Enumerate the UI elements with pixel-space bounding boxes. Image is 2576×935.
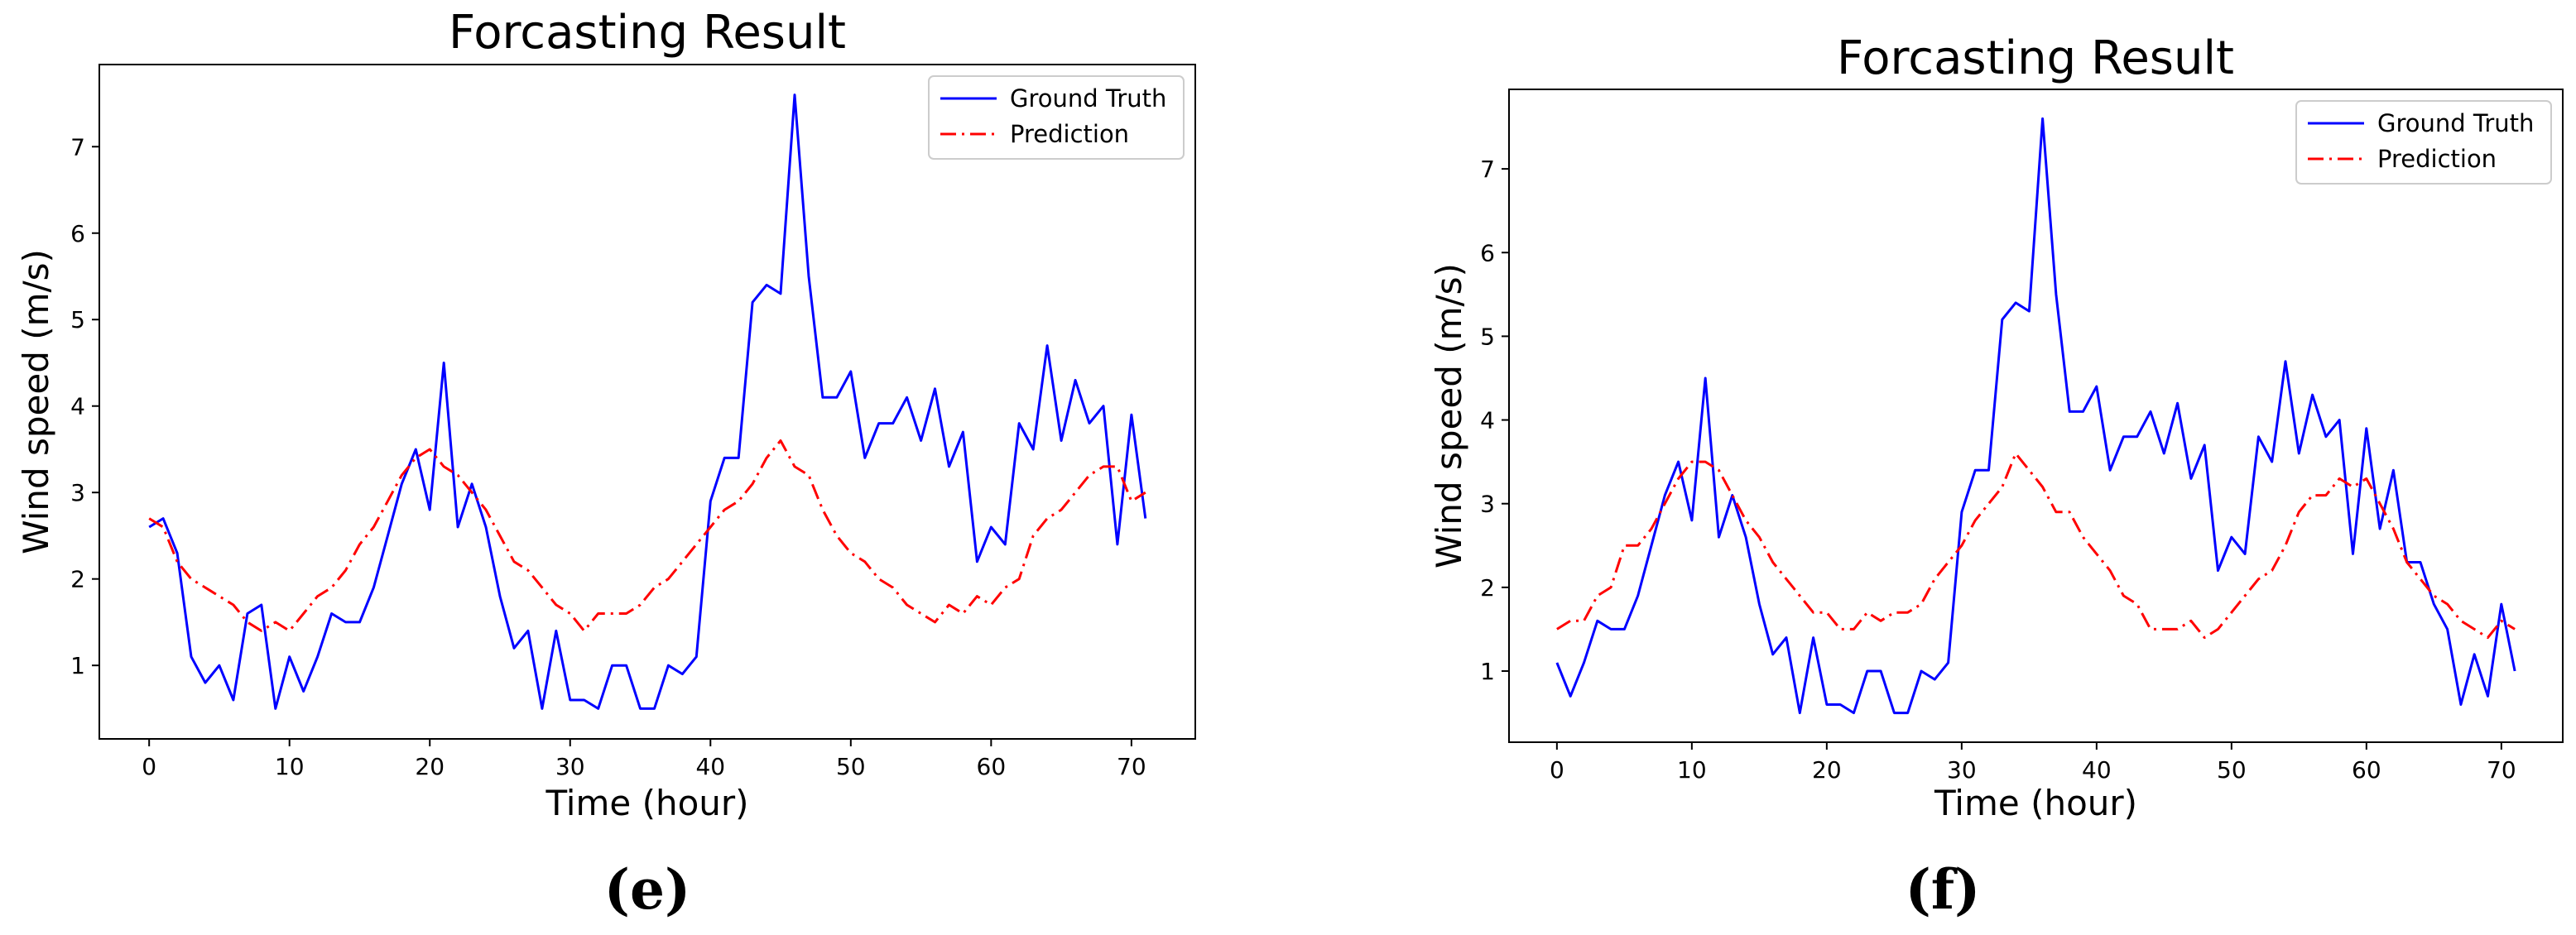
y-tick-label: 6 xyxy=(1480,239,1495,266)
x-tick-label: 0 xyxy=(1550,756,1564,784)
x-tick-label: 70 xyxy=(2487,756,2516,784)
y-tick-label: 4 xyxy=(1480,407,1495,434)
plot-area xyxy=(99,65,1195,739)
x-tick-label: 40 xyxy=(695,753,725,780)
prediction-line xyxy=(148,439,1146,632)
legend-label: Ground Truth xyxy=(1010,84,1166,113)
x-tick-label: 10 xyxy=(275,753,305,780)
x-tick-label: 40 xyxy=(2082,756,2112,784)
axes-frame xyxy=(1508,89,2564,743)
y-axis-label: Wind speed (m/s) xyxy=(1429,263,1469,568)
x-tick-label: 30 xyxy=(1947,756,1977,784)
chart-panel-0: Forcasting Result 0 10 20 30 40 50 60 70 1 2 3 4 5 6 7 T… xyxy=(16,6,1196,922)
y-tick-label: 3 xyxy=(70,479,85,506)
y-tick-label: 2 xyxy=(1480,574,1495,602)
chart-title: Forcasting Result xyxy=(1837,31,2234,85)
x-tick-label: 10 xyxy=(1677,756,1707,784)
legend-label: Ground Truth xyxy=(2377,109,2534,137)
legend-label: Prediction xyxy=(1010,120,1129,148)
y-axis-label: Wind speed (m/s) xyxy=(16,249,56,554)
x-tick-label: 60 xyxy=(2352,756,2381,784)
legend-box xyxy=(2295,100,2552,185)
plot-area xyxy=(1509,89,2563,742)
x-tick-label: 50 xyxy=(836,753,866,780)
chart-panel-1: Forcasting Result 0 10 20 30 40 50 60 70 1 2 3 4 5 6 7 T… xyxy=(1429,31,2564,922)
legend: Ground Truth Prediction xyxy=(928,75,1185,160)
ground-truth-line xyxy=(1555,117,2516,715)
x-tick-label: 50 xyxy=(2217,756,2247,784)
y-tick-label: 1 xyxy=(70,652,85,679)
y-tick-label: 2 xyxy=(70,566,85,593)
axes-frame xyxy=(99,64,1196,740)
y-tick-label: 4 xyxy=(70,393,85,420)
y-tick-label: 7 xyxy=(70,133,85,161)
x-tick-label: 20 xyxy=(415,753,445,780)
y-tick-label: 7 xyxy=(1480,156,1495,183)
y-tick-label: 5 xyxy=(1480,323,1495,350)
x-tick-label: 20 xyxy=(1812,756,1842,784)
ground-truth-line xyxy=(148,94,1147,710)
y-tick-label: 6 xyxy=(70,220,85,247)
y-tick-label: 1 xyxy=(1480,658,1495,685)
chart-title: Forcasting Result xyxy=(449,6,846,60)
x-axis-label: Time (hour) xyxy=(1934,783,2137,823)
x-axis-label: Time (hour) xyxy=(545,783,748,823)
y-tick-label: 5 xyxy=(70,306,85,333)
x-tick-label: 0 xyxy=(142,753,156,780)
x-tick-label: 70 xyxy=(1117,753,1146,780)
panel-caption: (f) xyxy=(1906,857,1981,922)
y-tick-label: 3 xyxy=(1480,491,1495,518)
x-tick-label: 30 xyxy=(555,753,585,780)
legend-label: Prediction xyxy=(2377,145,2497,173)
x-tick-label: 60 xyxy=(977,753,1007,780)
legend-box xyxy=(928,75,1185,160)
panel-caption: (e) xyxy=(604,857,690,922)
legend: Ground Truth Prediction xyxy=(2295,100,2552,185)
